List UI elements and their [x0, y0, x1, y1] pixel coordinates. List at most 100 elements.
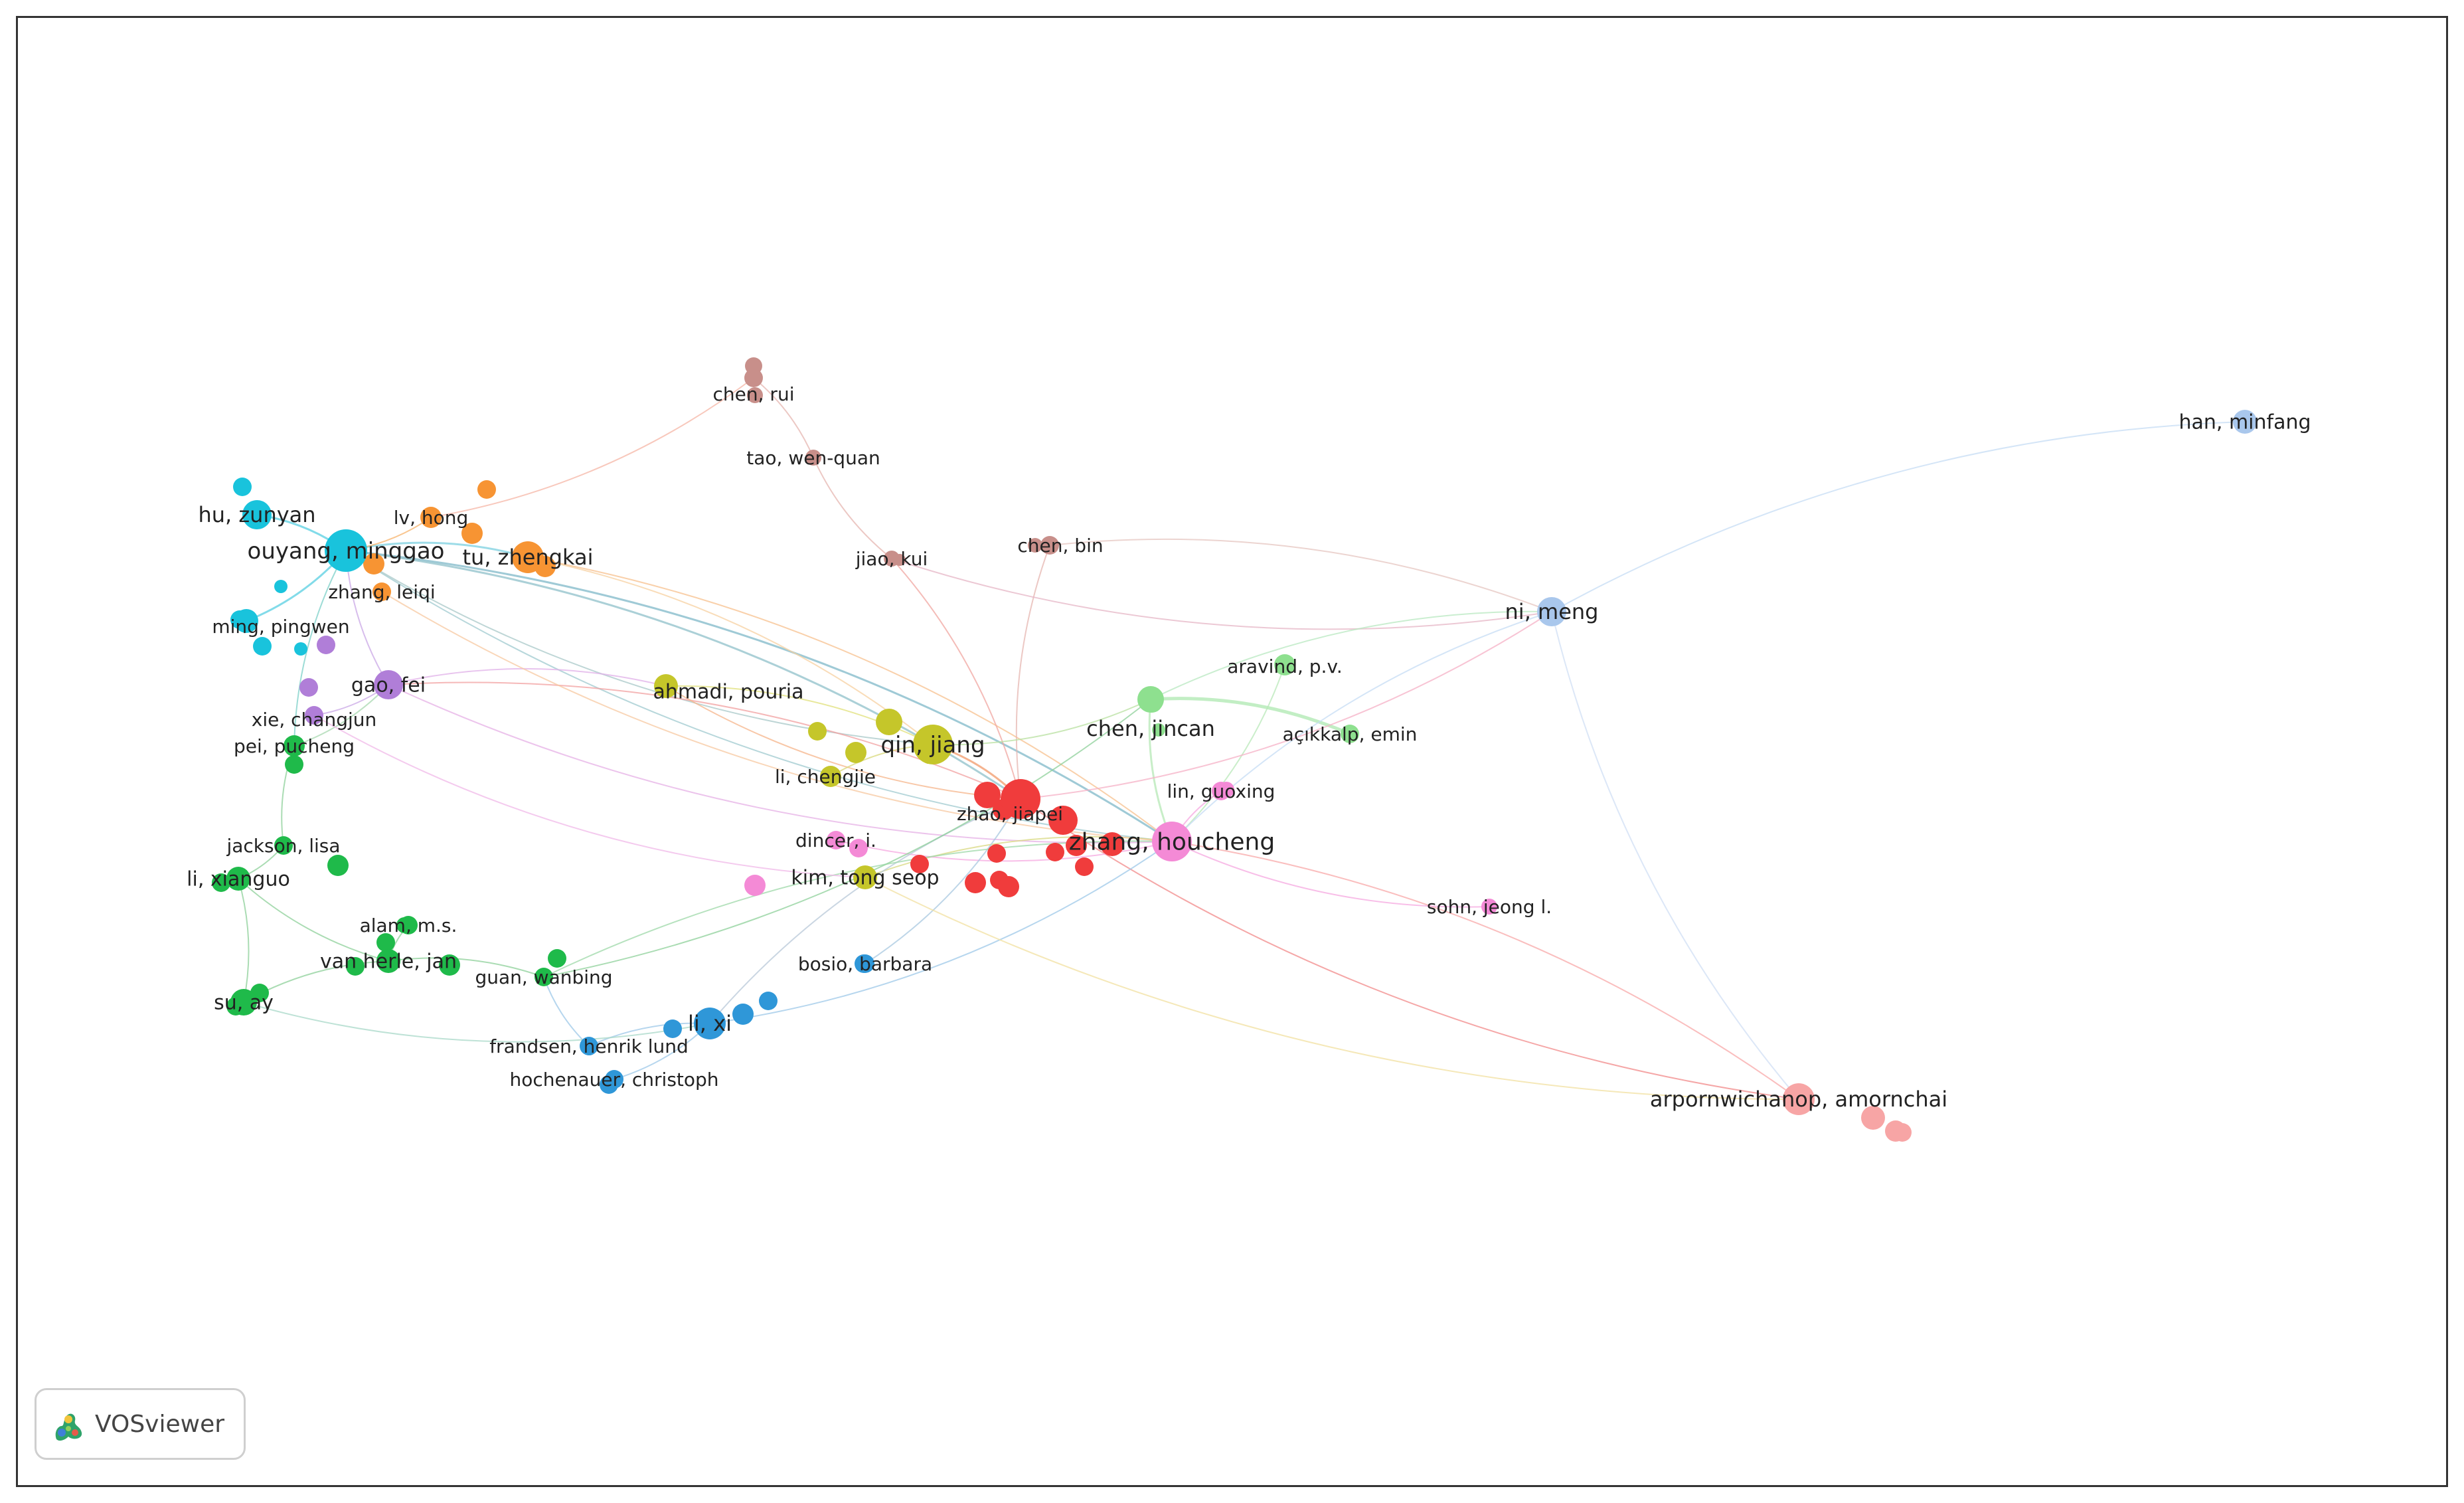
node-label-gao_fei[interactable]: gao, fei: [351, 674, 426, 697]
node-label-bosio_barbara[interactable]: bosio, barbara: [798, 953, 932, 975]
node-label-jackson_lisa[interactable]: jackson, lisa: [226, 835, 340, 857]
node-label-lin_guoxing[interactable]: lin, guoxing: [1167, 780, 1275, 802]
node-label-zhang_houcheng[interactable]: zhang, houcheng: [1069, 829, 1275, 856]
node-ming_pingwen[interactable]: [234, 609, 258, 633]
node-label-ahmadi_pouria[interactable]: ahmadi, pouria: [653, 681, 804, 704]
node-bubble[interactable]: [910, 855, 929, 873]
node-label-tu_zhengkai[interactable]: tu, zhengkai: [463, 545, 594, 570]
node-sohn_jeongl[interactable]: [1481, 899, 1497, 915]
node-bubble[interactable]: [363, 553, 384, 575]
node-bubble[interactable]: [212, 873, 230, 892]
node-label-li_chengjie[interactable]: li, chengjie: [775, 766, 876, 788]
node-bubble[interactable]: [294, 642, 307, 656]
node-label-jiao_kui[interactable]: jiao, kui: [855, 548, 928, 570]
node-label-arpornwichanop[interactable]: arpornwichanop, amornchai: [1650, 1087, 1947, 1112]
node-bubble[interactable]: [663, 1019, 682, 1038]
node-bubble[interactable]: [299, 678, 318, 697]
node-bubble[interactable]: [744, 875, 766, 896]
node-zhao_jiapei[interactable]: [1001, 779, 1040, 819]
node-bubble[interactable]: [876, 709, 902, 735]
node-tu_zhengkai[interactable]: [512, 541, 544, 573]
node-bubble[interactable]: [253, 637, 272, 656]
node-bubble[interactable]: [327, 855, 349, 876]
node-label-hochenauer[interactable]: hochenauer, christoph: [509, 1069, 718, 1091]
node-lv_hong[interactable]: [420, 507, 442, 528]
node-chen_rui[interactable]: [744, 369, 763, 387]
node-aravind_pv[interactable]: [1274, 654, 1295, 675]
node-bubble[interactable]: [845, 742, 866, 763]
node-bubble[interactable]: [808, 722, 827, 741]
node-label-lv_hong[interactable]: lv, hong: [394, 507, 469, 529]
node-bubble[interactable]: [1861, 1106, 1885, 1130]
node-jackson_lisa[interactable]: [274, 836, 293, 855]
node-bubble[interactable]: [998, 876, 1019, 897]
node-label-kim_tongseop[interactable]: kim, tong seop: [791, 867, 939, 890]
node-label-tao_wq[interactable]: tao, wen-quan: [746, 447, 880, 469]
node-label-chen_rui[interactable]: chen, rui: [713, 383, 795, 405]
node-label-zhao_jiapei[interactable]: zhao, jiapei: [957, 803, 1063, 825]
node-bubble[interactable]: [987, 844, 1006, 863]
node-label-su_ay[interactable]: su, ay: [214, 992, 274, 1015]
node-bubble[interactable]: [548, 949, 566, 968]
node-arpornwichanop[interactable]: [1783, 1083, 1815, 1115]
node-bubble[interactable]: [274, 580, 287, 593]
node-bubble[interactable]: [376, 933, 395, 952]
node-bubble[interactable]: [1048, 806, 1078, 835]
node-bubble[interactable]: [747, 387, 763, 403]
node-kim_tongseop[interactable]: [853, 865, 877, 889]
node-xie_changjun[interactable]: [305, 706, 323, 725]
node-bubble[interactable]: [965, 872, 986, 893]
node-li_chengjie[interactable]: [820, 766, 841, 787]
node-bubble[interactable]: [285, 755, 303, 774]
node-label-xie_changjun[interactable]: xie, changjun: [252, 709, 376, 731]
node-zhang_houcheng[interactable]: [1152, 822, 1192, 861]
node-label-acikkalp_emin[interactable]: açıkkalp, emin: [1283, 723, 1418, 745]
node-bosio_barbara[interactable]: [856, 954, 874, 973]
node-su_ay[interactable]: [230, 989, 257, 1016]
node-label-ouyang_minggao[interactable]: ouyang, minggao: [248, 538, 445, 565]
node-hochenauer[interactable]: [605, 1070, 623, 1089]
node-li_xi[interactable]: [694, 1008, 726, 1039]
node-gao_fei[interactable]: [374, 670, 403, 699]
node-dincer_i[interactable]: [827, 831, 845, 849]
node-lin_guoxing[interactable]: [1212, 782, 1230, 800]
node-ni_meng[interactable]: [1537, 597, 1566, 626]
node-label-chen_bin[interactable]: chen, bin: [1017, 535, 1103, 557]
vosviewer-badge[interactable]: VOSviewer: [35, 1388, 246, 1460]
node-label-ni_meng[interactable]: ni, meng: [1505, 599, 1599, 624]
node-label-sohn_jeongl[interactable]: sohn, jeong l.: [1427, 896, 1552, 918]
node-zhang_leiqi[interactable]: [372, 582, 391, 601]
node-label-ming_pingwen[interactable]: ming, pingwen: [212, 616, 349, 638]
node-label-pei_pucheng[interactable]: pei, pucheng: [234, 735, 355, 757]
node-bubble[interactable]: [1028, 538, 1042, 553]
co-authorship-network[interactable]: chen, rui tao, wen-quan han, minfang hu, zu…: [18, 18, 2450, 1489]
node-label-han_minfang[interactable]: han, minfang: [2178, 411, 2311, 434]
node-bubble[interactable]: [346, 957, 365, 976]
node-bubble[interactable]: [732, 1004, 754, 1025]
node-label-li_xianguo[interactable]: li, xianguo: [187, 868, 290, 891]
node-ouyang_minggao[interactable]: [325, 529, 367, 572]
node-guan_wanbing[interactable]: [534, 968, 553, 986]
node-label-qin_jiang[interactable]: qin, jiang: [880, 732, 985, 758]
node-label-hu_zunyan[interactable]: hu, zunyan: [198, 502, 315, 527]
node-li_xianguo[interactable]: [226, 867, 250, 891]
node-bubble[interactable]: [759, 992, 778, 1010]
node-label-van_herle_jan[interactable]: van herle, jan: [320, 950, 457, 974]
node-label-frandsen_hl[interactable]: frandsen, henrik lund: [489, 1035, 689, 1057]
node-bubble[interactable]: [849, 839, 868, 857]
node-chen_jincan[interactable]: [1137, 686, 1164, 713]
node-jiao_kui[interactable]: [884, 551, 900, 567]
node-frandsen_hl[interactable]: [580, 1037, 598, 1055]
node-bubble[interactable]: [1075, 857, 1094, 876]
node-bubble[interactable]: [439, 954, 460, 976]
node-chen_bin[interactable]: [1040, 536, 1059, 555]
node-label-zhang_leiqi[interactable]: zhang, leiqi: [328, 581, 435, 603]
node-label-guan_wanbing[interactable]: guan, wanbing: [475, 966, 612, 988]
node-label-dincer_i[interactable]: dincer, i.: [795, 830, 876, 851]
node-bubble[interactable]: [1066, 835, 1087, 856]
node-pei_pucheng[interactable]: [284, 735, 305, 756]
node-acikkalp_emin[interactable]: [1341, 725, 1359, 743]
node-bubble[interactable]: [1893, 1123, 1912, 1142]
node-bubble[interactable]: [477, 480, 496, 499]
node-qin_jiang[interactable]: [913, 725, 953, 764]
